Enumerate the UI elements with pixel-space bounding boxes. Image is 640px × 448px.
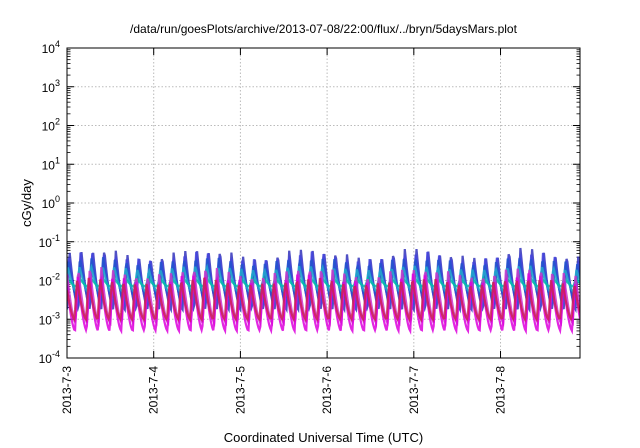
y-tick-label: 100 [42,194,60,211]
plot-area [67,247,580,335]
x-tick-label: 2013-7-5 [233,366,247,414]
y-tick-label: 102 [42,117,60,134]
chart-title: /data/run/goesPlots/archive/2013-07-08/2… [130,22,518,36]
y-tick-label: 104 [42,39,60,56]
y-tick-label: 10-2 [39,272,60,289]
x-tick-label: 2013-7-6 [320,366,334,414]
x-tick-label: 2013-7-8 [494,366,508,414]
series-line [67,277,580,323]
y-tick-label: 103 [42,78,60,95]
y-axis-label: cGy/day [19,179,34,227]
plot-frame [66,47,581,359]
x-tick-label: 2013-7-4 [147,366,161,414]
y-tick-label: 10-3 [39,310,60,327]
y-tick-label: 10-4 [39,349,60,366]
x-axis-label: Coordinated Universal Time (UTC) [224,430,423,445]
y-tick-label: 10-1 [39,233,60,250]
y-tick-label: 101 [42,155,60,172]
x-tick-label: 2013-7-3 [60,366,74,414]
x-tick-label: 2013-7-7 [407,366,421,414]
